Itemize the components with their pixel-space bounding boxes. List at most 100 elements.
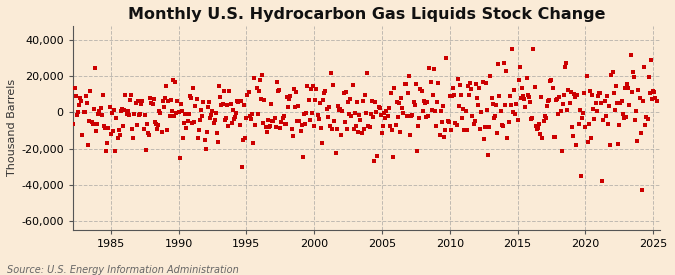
Point [149,120,160,124]
Point [288,133,298,138]
Point [205,115,215,120]
Point [199,138,210,142]
Point [441,56,452,60]
Point [292,119,302,123]
Point [551,96,562,101]
Point [256,72,267,77]
Point [313,116,324,121]
Point [647,97,657,101]
Point [446,128,456,132]
Point [167,78,178,82]
Point [277,116,288,120]
Point [444,94,455,98]
Point [402,114,412,118]
Point [151,122,161,126]
Point [271,80,282,84]
Point [333,108,344,112]
Point [279,122,290,126]
Point [516,95,526,100]
Point [328,83,339,87]
Point [333,104,344,108]
Point [102,141,113,145]
Point [72,112,82,117]
Point [117,107,128,111]
Point [614,122,624,127]
Point [97,113,107,118]
Point [120,92,131,97]
Point [610,84,621,88]
Point [76,99,87,103]
Point [424,66,435,70]
Point [362,71,373,76]
Point [442,119,453,123]
Point [437,120,448,124]
Point [315,100,325,105]
Point [385,91,396,95]
Point [127,126,138,131]
Point [412,149,423,153]
Point [182,119,193,123]
Point [450,121,461,125]
Point [531,123,541,128]
Point [513,78,524,82]
Point [616,99,627,104]
Point [270,125,281,130]
Point [574,108,585,112]
Point [107,111,117,116]
Point [437,104,448,108]
Point [363,123,374,128]
Point [560,65,570,69]
Point [178,136,188,141]
Point [612,100,622,105]
Point [613,142,624,146]
Point [303,98,314,103]
Point [83,143,94,147]
Point [219,118,230,122]
Point [305,87,316,92]
Point [217,101,228,106]
Point [70,94,81,98]
Point [125,97,136,102]
Point [580,125,591,129]
Point [152,126,163,131]
Point [128,136,139,141]
Point [253,89,264,94]
Point [529,85,540,89]
Point [156,130,167,134]
Point [389,86,400,90]
Point [637,188,647,192]
Point [457,116,468,120]
Point [357,99,368,104]
Point [622,82,632,86]
Point [256,97,267,102]
Point [639,65,649,69]
Point [338,91,349,96]
Point [512,118,523,123]
Point [97,93,108,98]
Point [615,100,626,105]
Point [148,97,159,101]
Point [558,102,568,106]
Point [459,127,470,132]
Point [226,121,237,126]
Point [345,97,356,101]
Point [524,100,535,104]
Point [583,139,593,144]
Point [147,101,158,106]
Point [648,88,659,93]
Point [244,114,255,119]
Point [549,135,560,139]
Point [68,122,79,126]
Point [65,117,76,121]
Point [642,117,653,122]
Point [241,116,252,121]
Point [198,100,209,105]
Point [489,114,500,119]
Point [370,100,381,104]
Point [449,93,460,97]
Point [482,108,493,112]
Point [545,79,556,83]
Point [597,179,608,183]
Point [395,130,406,134]
Point [617,112,628,117]
